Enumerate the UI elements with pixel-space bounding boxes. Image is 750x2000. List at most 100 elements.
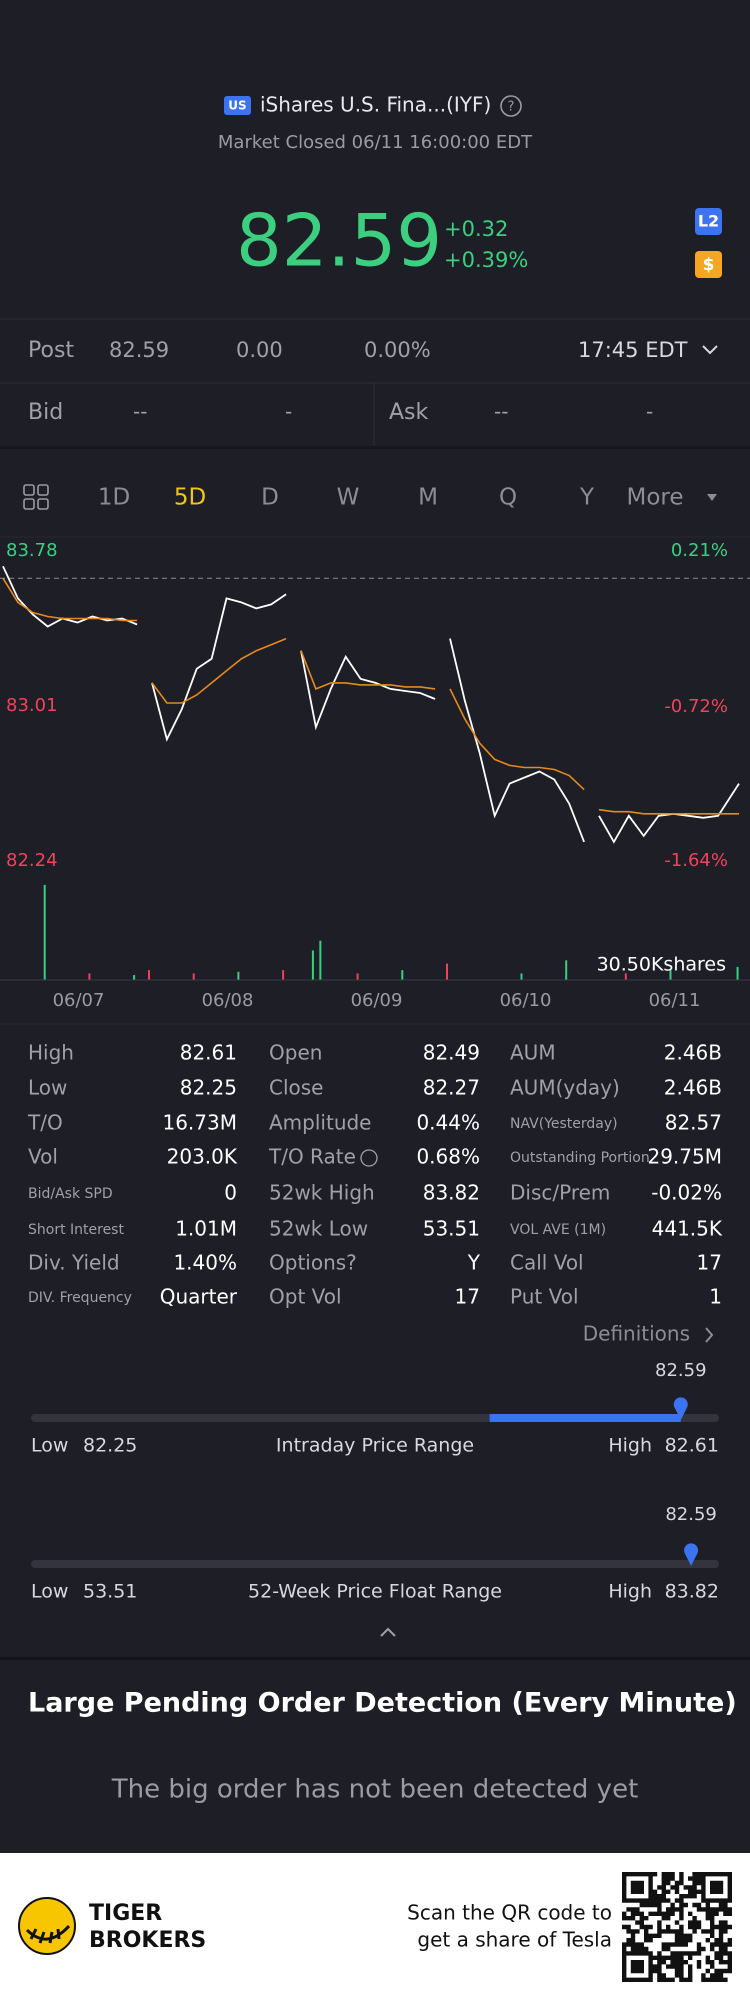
volume-bar <box>736 966 739 980</box>
stat-value: 53.51 <box>423 1217 480 1241</box>
timeframe-tab[interactable]: M <box>418 485 438 511</box>
stat-value: 29.75M <box>647 1145 722 1169</box>
qr-code <box>622 1872 732 1982</box>
collapse-caret <box>380 1627 396 1637</box>
stat-label: AUM <box>510 1041 556 1065</box>
range-track <box>31 1560 719 1568</box>
volume-bar <box>192 973 195 980</box>
post-time[interactable]: 17:45 EDT <box>578 338 688 362</box>
stat-value: 0.68% <box>416 1145 480 1169</box>
stat-label: AUM(yday) <box>510 1076 620 1100</box>
timeframe-tab[interactable]: More <box>626 485 683 511</box>
stat-value: 2.46B <box>664 1041 722 1065</box>
y2-tick-label: -1.64% <box>664 850 728 871</box>
volume-bar <box>356 973 359 980</box>
stat-label: 52wk High <box>269 1181 375 1205</box>
stat-value: 82.25 <box>180 1076 237 1100</box>
stat-label: Amplitude <box>269 1111 372 1135</box>
bid-price: -- <box>133 400 147 424</box>
stat-value: 82.27 <box>423 1076 480 1100</box>
range-pin <box>684 1543 699 1566</box>
stat-label: Put Vol <box>510 1285 579 1309</box>
volume-bar <box>520 973 523 980</box>
stat-label: DIV. Frequency <box>28 1290 132 1306</box>
timeframe-tab[interactable]: D <box>261 485 279 511</box>
bid-label: Bid <box>28 400 63 425</box>
y2-tick-label: -0.72% <box>664 696 728 717</box>
volume-bar <box>311 950 314 980</box>
info-icon[interactable] <box>360 1149 378 1167</box>
stat-label: High <box>28 1041 74 1065</box>
volume-bar <box>565 960 568 980</box>
ask-size: - <box>646 400 653 424</box>
volume-bar <box>624 973 627 980</box>
chevron-down <box>702 345 718 355</box>
stat-label: Call Vol <box>510 1251 584 1275</box>
range-low-label: Low <box>31 1435 68 1457</box>
post-change: 0.00 <box>236 338 283 362</box>
stat-value: 17 <box>697 1251 722 1275</box>
grid-icon <box>37 498 49 510</box>
timeframe-tab[interactable]: 5D <box>174 485 206 511</box>
definitions-link[interactable]: Definitions <box>583 1322 690 1346</box>
volume-bar <box>88 973 91 980</box>
footer-cta: Scan the QR code to <box>407 1901 612 1925</box>
timeframe-tab[interactable]: Y <box>579 485 595 511</box>
stat-label: Bid/Ask SPD <box>28 1186 113 1202</box>
volume-bar <box>133 975 136 980</box>
range-current: 82.59 <box>655 1360 707 1381</box>
stat-value: 0 <box>224 1181 237 1205</box>
range-high-label: High <box>608 1581 652 1603</box>
volume-label: 30.50Kshares <box>597 954 726 976</box>
volume-bar <box>446 963 448 980</box>
stat-value: 2.46B <box>664 1076 722 1100</box>
range-high: 83.82 <box>665 1581 719 1603</box>
volume-bar <box>43 884 46 980</box>
stat-value: Y <box>467 1251 481 1275</box>
stat-label: T/O <box>27 1111 63 1135</box>
help-icon[interactable] <box>500 95 522 117</box>
stat-label: T/O Rate <box>268 1145 356 1169</box>
stat-label: Low <box>28 1076 67 1100</box>
chevron-right <box>705 1327 714 1343</box>
last-price: 82.59 <box>236 199 442 283</box>
timeframe-tab[interactable]: 1D <box>98 485 130 511</box>
range-high: 82.61 <box>665 1435 719 1457</box>
more-caret <box>707 494 717 501</box>
stat-label: VOL AVE (1M) <box>510 1222 606 1238</box>
timeframe-tab[interactable]: W <box>337 485 360 511</box>
range-pin <box>673 1397 688 1420</box>
range-title: Intraday Price Range <box>276 1435 474 1457</box>
stat-value: -0.02% <box>651 1181 722 1205</box>
currency-badge[interactable] <box>695 251 722 278</box>
stat-label: Vol <box>28 1145 58 1169</box>
x-tick-label: 06/10 <box>500 990 552 1011</box>
range-low: 82.25 <box>83 1435 137 1457</box>
price-line <box>2 577 739 815</box>
badge-text: US <box>228 99 246 113</box>
post-pct: 0.00% <box>364 338 431 362</box>
stat-value: 1 <box>709 1285 722 1309</box>
stat-label: Outstanding Portion <box>510 1150 650 1166</box>
grid-icon <box>23 484 35 496</box>
range-fill <box>489 1414 681 1422</box>
l2-badge[interactable] <box>695 208 722 235</box>
timeframe-tab[interactable]: Q <box>499 485 517 511</box>
stat-label: NAV(Yesterday) <box>510 1116 618 1132</box>
stat-value: 203.0K <box>167 1145 238 1169</box>
stat-value: 1.01M <box>175 1217 237 1241</box>
stat-label: Opt Vol <box>269 1285 342 1309</box>
footer-cta: get a share of Tesla <box>417 1928 612 1952</box>
stat-label: Options? <box>269 1251 357 1275</box>
x-tick-label: 06/07 <box>53 990 105 1011</box>
ask-price: -- <box>494 400 508 424</box>
volume-bar <box>401 970 404 980</box>
stat-value: 17 <box>455 1285 480 1309</box>
grid-icon <box>23 498 35 510</box>
volume-bar <box>669 970 672 980</box>
logo <box>18 1897 76 1955</box>
stat-label: Close <box>269 1076 323 1100</box>
y-tick-label: 82.24 <box>6 850 58 871</box>
volume-bar <box>282 970 285 980</box>
